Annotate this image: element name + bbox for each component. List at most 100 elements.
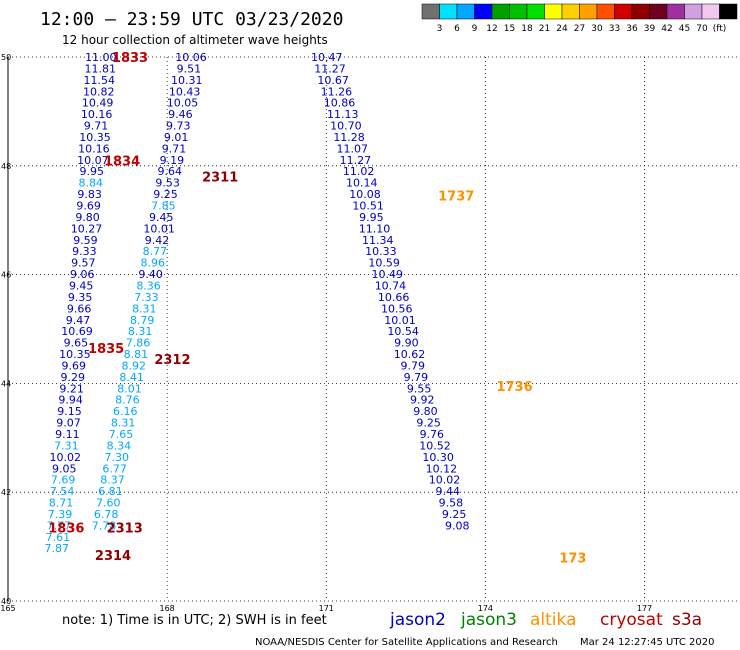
swh-value-mark: 10.31 <box>171 74 203 87</box>
swh-value-mark: 10.49 <box>372 268 404 281</box>
swh-value-mark: 10.66 <box>378 291 410 304</box>
swh-value-mark: 9.65 <box>64 337 89 350</box>
swh-value-mark: 10.70 <box>330 120 362 133</box>
swh-value-mark: 9.57 <box>71 257 96 270</box>
scale-swatch <box>421 3 440 20</box>
swh-value-mark: 9.53 <box>155 177 180 190</box>
swh-value-mark: 9.64 <box>158 165 183 178</box>
swh-value-mark: 10.16 <box>81 108 113 121</box>
swh-value-mark: 10.56 <box>381 302 413 315</box>
color-scale-legend: 3 6 9 12 15 18 21 24 27 30 33 36 39 42 45 70 (ft) <box>421 3 738 34</box>
y-tick-label: 46 <box>1 271 11 280</box>
swh-value-mark: 9.51 <box>177 62 202 75</box>
scale-swatch <box>596 3 615 20</box>
swh-value-mark: 9.73 <box>166 120 191 133</box>
satellite-legend-s3a: s3a <box>672 610 702 630</box>
swh-value-mark: 8.37 <box>100 474 125 487</box>
swh-value-mark: 10.86 <box>324 97 356 110</box>
swh-value-mark: 7.86 <box>126 337 151 350</box>
pass-time-label: 2314 <box>95 549 131 564</box>
scale-label: 30 <box>591 24 603 34</box>
swh-value-mark: 7.54 <box>50 485 75 498</box>
swh-value-mark: 9.42 <box>145 234 170 247</box>
scale-label: 12 <box>486 24 497 34</box>
swh-value-mark: 9.25 <box>442 508 467 521</box>
swh-value-mark: 10.05 <box>167 97 199 110</box>
swh-value-mark: 9.71 <box>162 142 187 155</box>
swh-value-mark: 9.45 <box>149 211 174 224</box>
swh-value-mark: 7.39 <box>48 508 73 521</box>
swh-value-mark: 8.36 <box>136 279 161 292</box>
satellite-legend-cryosat: cryosat <box>600 610 663 630</box>
swh-value-mark: 6.16 <box>113 405 138 418</box>
footer-timestamp: Mar 24 12:27:45 UTC 2020 <box>580 637 715 648</box>
swh-value-mark: 9.08 <box>445 519 470 532</box>
swh-value-mark: 9.94 <box>58 394 83 407</box>
scale-label: 9 <box>472 24 478 34</box>
scale-swatch <box>666 3 685 20</box>
x-tick-label: 177 <box>637 604 652 613</box>
swh-value-mark: 10.74 <box>375 279 407 292</box>
swh-value-mark: 7.85 <box>151 200 176 213</box>
pass-time-label: 2312 <box>154 353 190 368</box>
swh-value-mark: 10.01 <box>384 314 416 327</box>
y-tick-label: 44 <box>1 379 11 388</box>
grid-lines <box>7 56 740 602</box>
swh-value-mark: 9.15 <box>57 405 82 418</box>
scale-label: 15 <box>504 24 515 34</box>
satellite-legend: jason2 jason3 altika cryosat s3a <box>389 610 702 630</box>
scale-swatch <box>544 3 563 20</box>
chart-subtitle: 12 hour collection of altimeter wave hei… <box>62 33 328 47</box>
scale-label: 24 <box>556 24 568 34</box>
scale-swatch <box>474 3 493 20</box>
swh-value-mark: 11.10 <box>359 222 391 235</box>
x-tick-label: 174 <box>478 604 493 613</box>
swh-value-mark: 8.76 <box>115 394 140 407</box>
swh-value-mark: 10.59 <box>368 257 400 270</box>
swh-value-mark: 8.84 <box>78 177 103 190</box>
swh-value-mark: 9.71 <box>84 120 109 133</box>
swh-value-mark: 10.82 <box>83 85 115 98</box>
swh-value-mark: 9.44 <box>435 485 460 498</box>
swh-value-mark: 9.25 <box>416 417 441 430</box>
scale-swatch <box>649 3 668 20</box>
swh-value-mark: 9.95 <box>80 165 105 178</box>
swh-value-mark: 6.78 <box>94 508 119 521</box>
swh-value-mark: 9.07 <box>56 417 81 430</box>
swh-value-mark: 9.40 <box>138 268 163 281</box>
swh-value-mark: 8.01 <box>117 382 142 395</box>
swh-value-mark: 10.67 <box>317 74 349 87</box>
scale-label: 18 <box>521 24 533 34</box>
x-tick-label: 168 <box>159 604 174 613</box>
swh-value-mark: 8.77 <box>143 245 168 258</box>
swh-value-mark: 9.66 <box>67 302 92 315</box>
swh-value-mark: 7.78 <box>92 519 117 532</box>
swh-value-mark: 9.58 <box>439 497 464 510</box>
swh-value-mark: 7.33 <box>134 291 159 304</box>
x-tick-label: 171 <box>319 604 334 613</box>
swh-value-mark: 9.19 <box>160 154 185 167</box>
swh-value-mark: 10.30 <box>422 451 454 464</box>
swh-value-mark: 8.41 <box>119 371 144 384</box>
scale-swatch <box>614 3 633 20</box>
swh-value-mark: 10.54 <box>387 325 419 338</box>
swh-value-mark: 10.33 <box>365 245 397 258</box>
swh-value-mark: 10.47 <box>311 51 343 64</box>
swh-value-mark: 8.31 <box>128 325 153 338</box>
pass-time-label: 1833 <box>112 51 148 66</box>
scale-swatch <box>439 3 458 20</box>
swh-value-mark: 11.13 <box>327 108 359 121</box>
swh-value-mark: 9.59 <box>73 234 98 247</box>
swh-value-mark: 9.90 <box>394 337 419 350</box>
swh-value-mark: 11.02 <box>343 165 375 178</box>
swh-value-mark: 11.00 <box>85 51 117 64</box>
swh-value-mark: 11.27 <box>340 154 372 167</box>
swh-value-mark: 8.31 <box>111 417 136 430</box>
scale-label: 27 <box>574 24 585 34</box>
satellite-legend-altika: altika <box>530 610 577 630</box>
scale-label: 3 <box>437 24 443 34</box>
swh-value-mark: 10.07 <box>77 154 109 167</box>
swh-value-mark: 10.01 <box>143 222 175 235</box>
swh-value-mark: 9.11 <box>55 428 80 441</box>
scale-swatch <box>491 3 510 20</box>
